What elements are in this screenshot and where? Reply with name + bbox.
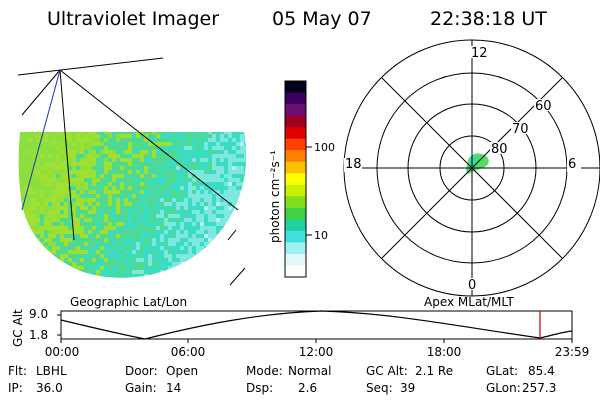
colorbar-cell: [285, 265, 306, 278]
grid-line: [59, 69, 75, 241]
mlt-label-18: 18: [345, 157, 362, 172]
status-value: LBHL: [36, 364, 67, 378]
status-value: 85.4: [528, 364, 555, 378]
status-value: Open: [166, 364, 198, 378]
colorbar-cell: [285, 138, 306, 151]
time-tick: 06:00: [171, 345, 206, 359]
colorbar-cell: [285, 127, 306, 140]
time-label: 22:38:18 UT: [430, 8, 547, 30]
colorbar-cell: [285, 219, 306, 232]
altitude-plot: GC Alt 9.0 1.8 00:00 06:00 12:00 18:00 2…: [11, 307, 589, 359]
status-value: 36.0: [36, 381, 63, 395]
status-label: Seq:: [366, 381, 393, 395]
colorbar-cell: [285, 253, 306, 267]
altitude-axis-label: GC Alt: [11, 309, 25, 347]
colorbar-tick: 100: [314, 141, 335, 154]
altitude-curve: [60, 310, 573, 340]
status-value: 2.1 Re: [415, 364, 453, 378]
geographic-image: [17, 57, 247, 286]
colorbar: 100 10 photon cm⁻²s⁻¹: [268, 80, 335, 278]
instrument-title: Ultraviolet Imager: [47, 8, 219, 30]
status-label: Dsp:: [246, 381, 273, 395]
time-tick: 00:00: [45, 345, 80, 359]
lat-label-60: 60: [535, 99, 552, 114]
grid-line: [21, 69, 61, 211]
status-label: Door:: [125, 364, 158, 378]
mlt-label-0: 0: [468, 278, 476, 293]
grid-line: [59, 69, 239, 211]
colorbar-cell: [285, 81, 306, 94]
status-label: Flt:: [8, 364, 27, 378]
colorbar-cell: [285, 184, 306, 197]
altitude-tick: 9.0: [29, 307, 48, 321]
mlt-label-12: 12: [471, 46, 488, 61]
mlt-diagonal: [381, 77, 563, 259]
grid-line: [17, 57, 164, 76]
polar-plot: 12 6 0 18 60 70 80: [343, 39, 600, 297]
date-label: 05 May 07: [272, 8, 372, 30]
status-value: Normal: [288, 364, 331, 378]
colorbar-unit-label: photon cm⁻²s⁻¹: [268, 150, 282, 243]
colorbar-cell: [285, 242, 306, 255]
lat-label-70: 70: [512, 122, 529, 137]
colorbar-cell: [285, 92, 306, 105]
grid-line: [227, 229, 237, 241]
status-panel: Flt: LBHL IP: 36.0 Door: Open Gain: 14 M…: [8, 364, 556, 395]
mlt-label-6: 6: [568, 157, 576, 172]
time-tick: 12:00: [299, 345, 334, 359]
time-tick: 23:59: [555, 345, 590, 359]
status-value: 14: [166, 381, 181, 395]
status-label: Mode:: [246, 364, 283, 378]
colorbar-cell: [285, 196, 306, 209]
status-value: 257.3: [522, 381, 556, 395]
lat-label-80: 80: [491, 142, 508, 157]
colorbar-cell: [285, 173, 306, 186]
colorbar-cell: [285, 115, 306, 128]
colorbar-cell: [285, 150, 306, 163]
colorbar-tick: 10: [314, 229, 328, 242]
status-label: GLon:: [486, 381, 521, 395]
polar-caption: Apex MLat/MLT: [424, 295, 514, 309]
grid-line: [21, 69, 61, 116]
altitude-tick: 1.8: [29, 328, 48, 342]
colorbar-cell: [285, 104, 306, 117]
status-label: GC Alt:: [366, 364, 408, 378]
status-label: GLat:: [486, 364, 518, 378]
status-value: 39: [400, 381, 415, 395]
grid-line: [229, 267, 246, 286]
time-tick: 18:00: [427, 345, 462, 359]
colorbar-cell: [285, 230, 306, 244]
status-label: Gain:: [125, 381, 157, 395]
colorbar-cell: [285, 207, 306, 220]
geographic-caption: Geographic Lat/Lon: [70, 295, 187, 309]
status-value: 2.6: [298, 381, 317, 395]
colorbar-cell: [285, 161, 306, 174]
status-label: IP:: [8, 381, 23, 395]
